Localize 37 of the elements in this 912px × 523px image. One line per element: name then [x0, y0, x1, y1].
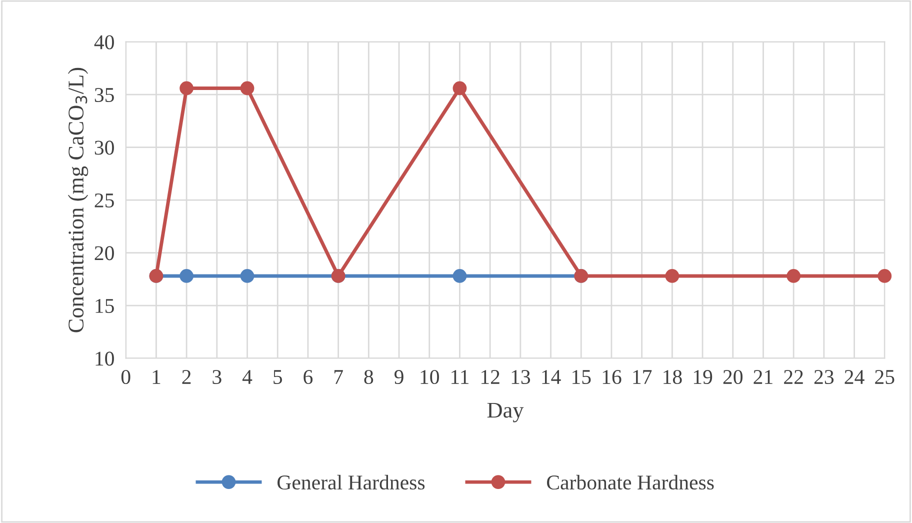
legend-label: Carbonate Hardness	[547, 474, 714, 490]
x-tick-label: 3	[212, 370, 222, 384]
y-tick-label: 35	[94, 88, 114, 102]
x-tick-label: 24	[844, 370, 864, 384]
y-tick-label: 30	[94, 140, 114, 155]
x-tick-label: 12	[481, 370, 500, 384]
x-tick-label: 25	[875, 370, 894, 384]
y-tick-label: 25	[94, 193, 114, 208]
y-axis-title: Concentration (mg CaCO$_{3}$/L)	[68, 68, 88, 332]
y-tick-label: 40	[94, 35, 114, 50]
x-tick-label: 1	[152, 370, 160, 384]
x-tick-label: 13	[512, 370, 530, 384]
x-tick-label: 9	[394, 370, 404, 384]
x-tick-label: 10	[420, 370, 439, 384]
x-tick-label: 14	[542, 370, 561, 384]
x-tick-label: 15	[572, 370, 591, 384]
x-tick-label: 23	[814, 370, 834, 384]
x-axis-title: Day	[487, 402, 524, 422]
y-tick-label: 15	[96, 298, 114, 313]
x-tick-label: 22	[784, 370, 803, 384]
x-tick-label: 6	[304, 370, 313, 384]
y-tick-label: 10	[96, 352, 114, 366]
x-tick-label: 16	[602, 370, 622, 384]
x-tick-label: 20	[723, 370, 743, 384]
y-tick-label: 20	[94, 246, 114, 260]
legend-label: General Hardness	[278, 474, 425, 490]
x-tick-label: 5	[274, 370, 282, 384]
x-tick-label: 19	[694, 370, 712, 384]
x-tick-label: 17	[633, 370, 652, 384]
x-tick-label: 18	[664, 370, 682, 384]
x-tick-label: 11	[452, 370, 468, 384]
x-tick-label: 8	[364, 370, 374, 384]
x-tick-label: 0	[121, 370, 130, 384]
x-tick-label: 2	[182, 370, 191, 384]
x-tick-label: 7	[334, 370, 343, 384]
x-tick-label: 4	[242, 370, 252, 384]
x-tick-label: 21	[754, 370, 772, 384]
